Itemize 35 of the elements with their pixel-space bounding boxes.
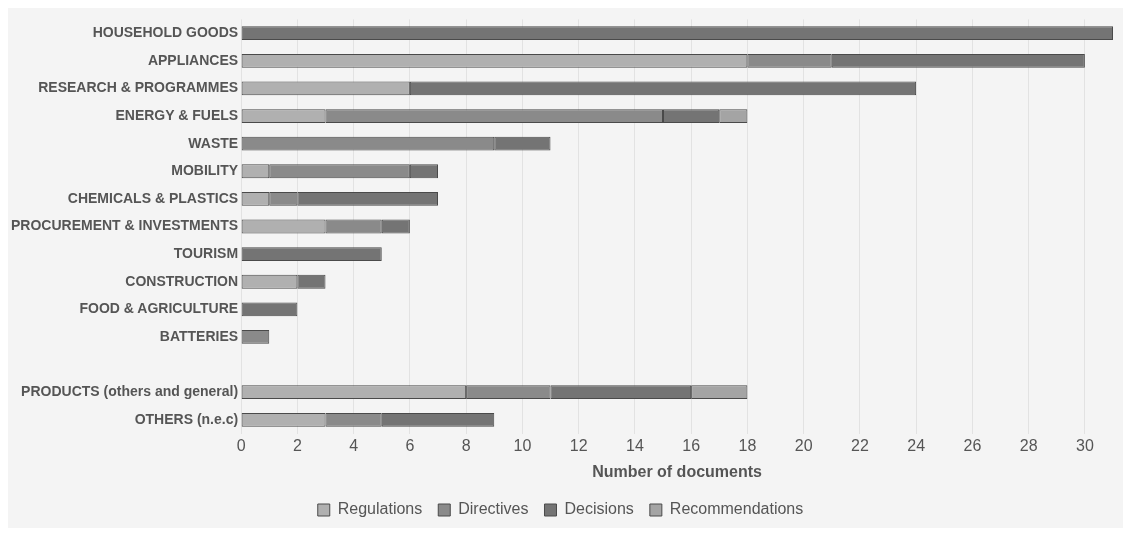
x-tick-label: 8 xyxy=(461,436,471,454)
y-tick-label: WASTE xyxy=(188,134,239,151)
x-tick-label: 28 xyxy=(1019,436,1038,454)
x-tick-label: 20 xyxy=(794,436,813,454)
y-tick-label: TOURISM xyxy=(173,244,239,261)
y-tick-label: MOBILITY xyxy=(171,162,239,179)
y-tick-label: OTHERS (n.e.c) xyxy=(134,410,239,427)
x-tick-label: 12 xyxy=(569,436,588,454)
x-tick-label: 30 xyxy=(1075,436,1094,454)
y-tick-label: PRODUCTS (others and general) xyxy=(21,383,239,400)
y-tick-label: CONSTRUCTION xyxy=(125,272,239,289)
x-tick-label: 4 xyxy=(349,436,359,454)
x-tick-label: 22 xyxy=(850,436,869,454)
y-tick-label: FOOD & AGRICULTURE xyxy=(79,300,239,317)
x-tick-label: 6 xyxy=(405,436,415,454)
y-tick-label: PROCUREMENT & INVESTMENTS xyxy=(11,217,239,234)
x-tick-label: 10 xyxy=(513,436,532,454)
x-tick-label: 16 xyxy=(682,436,701,454)
y-tick-label: BATTERIES xyxy=(159,327,239,344)
y-tick-label: APPLIANCES xyxy=(147,51,239,68)
x-tick-label: 2 xyxy=(292,436,302,454)
x-axis-title: Number of documents xyxy=(592,462,763,480)
x-tick-label: 18 xyxy=(738,436,757,454)
x-tick-label: 24 xyxy=(907,436,926,454)
legend-label: Decisions xyxy=(564,500,634,518)
y-tick-label: CHEMICALS & PLASTICS xyxy=(67,189,239,206)
x-tick-label: 0 xyxy=(236,436,246,454)
y-tick-label: RESEARCH & PROGRAMMES xyxy=(38,79,239,96)
legend-label: Regulations xyxy=(337,500,423,518)
x-tick-label: 26 xyxy=(963,436,982,454)
legend-label: Recommendations xyxy=(669,500,804,518)
x-tick-label: 14 xyxy=(625,436,644,454)
legend-label: Directives xyxy=(458,500,529,518)
y-tick-label: HOUSEHOLD GOODS xyxy=(92,24,239,41)
y-tick-label: ENERGY & FUELS xyxy=(115,106,239,123)
